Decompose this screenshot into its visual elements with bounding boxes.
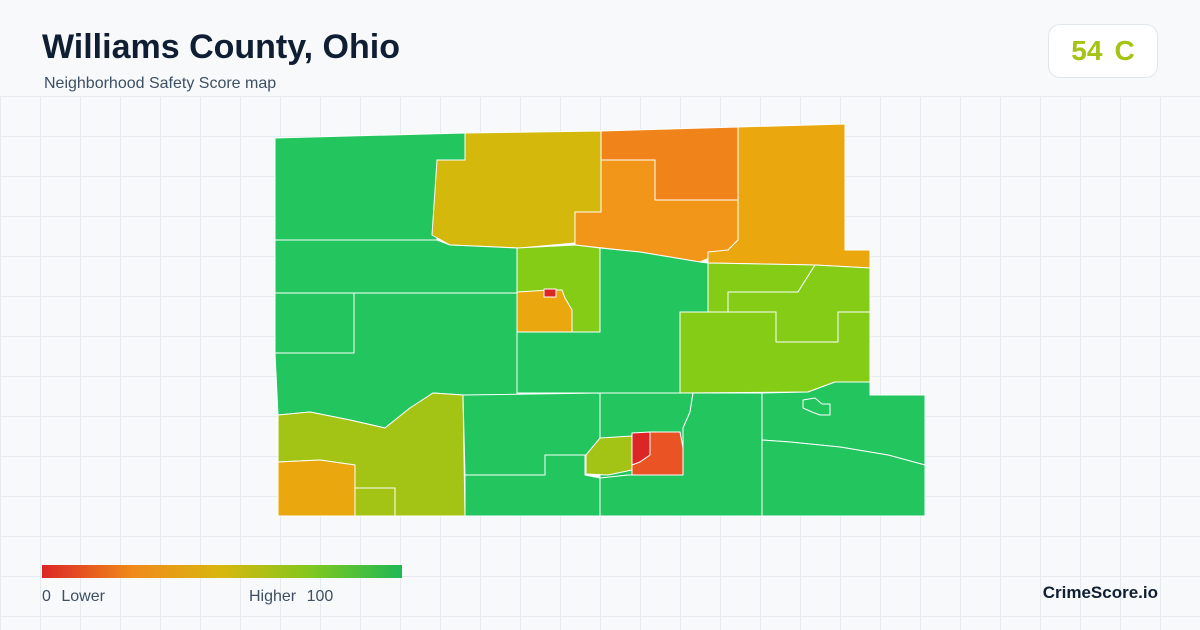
map-region[interactable] (274, 292, 355, 354)
map-region[interactable] (631, 431, 684, 476)
legend-max-value: 100 (306, 588, 334, 605)
score-badge: 54 C (1048, 24, 1158, 78)
map-region[interactable] (354, 487, 396, 517)
map-region[interactable] (679, 311, 871, 394)
map-region[interactable] (277, 459, 356, 517)
map-region[interactable] (274, 239, 518, 294)
legend-min-label: Lower (61, 588, 105, 605)
map-region[interactable] (802, 397, 831, 416)
legend-max-label: Higher (249, 588, 297, 605)
map-region[interactable] (543, 288, 557, 298)
legend-min-value: 0 (42, 588, 51, 605)
brand-logo-text[interactable]: CrimeScore.io (1042, 583, 1158, 602)
map-region[interactable] (761, 439, 926, 517)
page-title: Williams County, Ohio (42, 28, 400, 66)
legend-min: 0 Lower (42, 588, 111, 606)
header-band (0, 0, 1200, 96)
score-value: 54 (1071, 35, 1103, 66)
score-grade: C (1114, 35, 1135, 66)
legend-gradient-bar (42, 565, 402, 578)
map-region[interactable] (464, 454, 601, 517)
legend-max: Higher 100 (249, 588, 339, 606)
page-subtitle: Neighborhood Safety Score map (44, 75, 277, 92)
